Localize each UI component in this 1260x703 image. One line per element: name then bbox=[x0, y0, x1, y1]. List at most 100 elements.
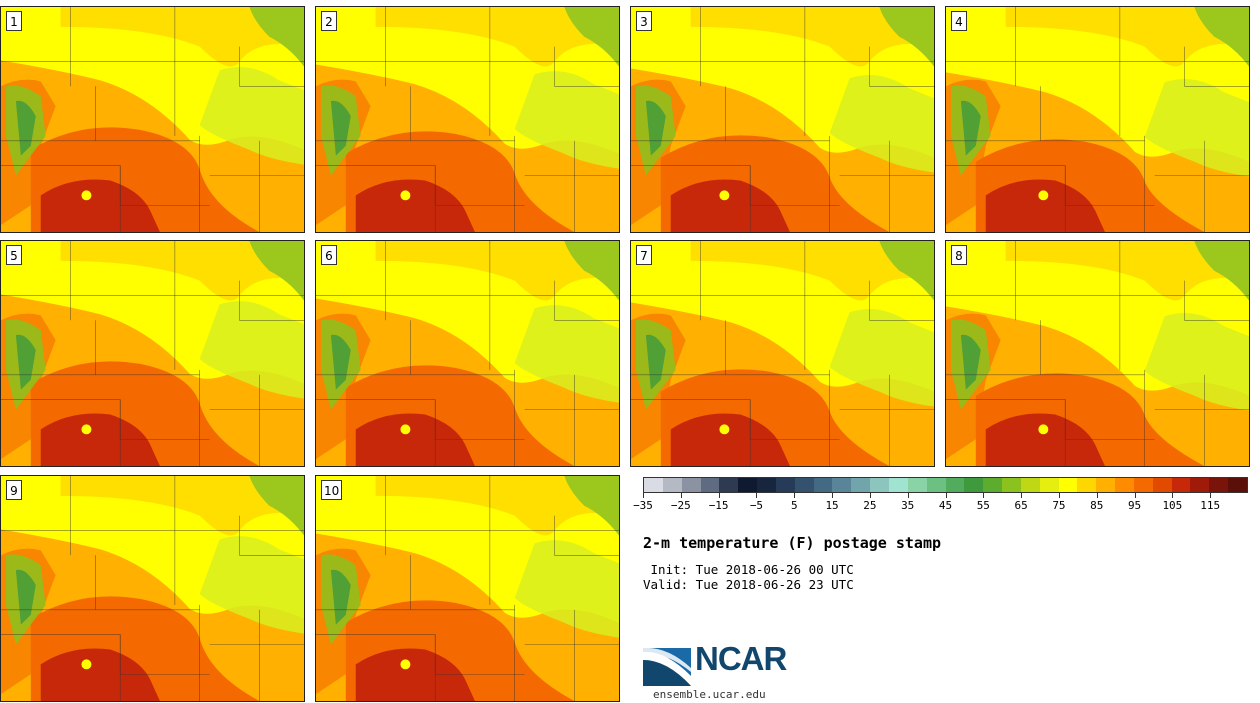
colorbar-tick bbox=[794, 493, 796, 498]
colorbar-swatch bbox=[1020, 478, 1040, 492]
stamp-panel-9: 9 bbox=[0, 475, 305, 702]
colorbar-tick bbox=[1021, 493, 1023, 498]
colorbar-tick-label: 65 bbox=[1014, 499, 1028, 512]
colorbar-swatch bbox=[775, 478, 795, 492]
stamp-panel-2: 2 bbox=[315, 6, 620, 233]
colorbar-tick-label: −35 bbox=[633, 499, 653, 512]
colorbar-tick bbox=[1134, 493, 1136, 498]
stamp-panel-7: 7 bbox=[630, 240, 935, 467]
member-label: 10 bbox=[321, 480, 343, 500]
colorbar-swatch bbox=[1002, 478, 1021, 492]
colorbar-tick bbox=[832, 493, 834, 498]
stamp-panel-3: 3 bbox=[630, 6, 935, 233]
member-label: 7 bbox=[636, 245, 652, 265]
colorbar-swatch bbox=[794, 478, 814, 492]
colorbar-tick bbox=[643, 493, 644, 498]
colorbar-tick-label: 75 bbox=[1052, 499, 1066, 512]
stamp-panel-5: 5 bbox=[0, 240, 305, 467]
colorbar-tick-label: 95 bbox=[1127, 499, 1142, 512]
colorbar-swatch bbox=[644, 478, 663, 492]
member-label: 2 bbox=[321, 11, 337, 31]
stamp-panel-10: 10 bbox=[315, 475, 620, 702]
colorbar-swatch bbox=[1039, 478, 1059, 492]
colorbar-swatch bbox=[1133, 478, 1153, 492]
colorbar-swatch bbox=[738, 478, 758, 492]
colorbar-swatch bbox=[1115, 478, 1134, 492]
colorbar-swatch bbox=[832, 478, 852, 492]
temperature-field bbox=[631, 7, 934, 232]
colorbar-tick bbox=[907, 493, 909, 498]
colorbar-swatch bbox=[870, 478, 889, 492]
colorbar-tick-label: 35 bbox=[901, 499, 915, 512]
colorbar-swatch bbox=[681, 478, 701, 492]
colorbar-swatch bbox=[1152, 478, 1172, 492]
colorbar-swatch bbox=[1096, 478, 1116, 492]
colorbar-swatch bbox=[1190, 478, 1210, 492]
colorbar-swatch bbox=[700, 478, 720, 492]
member-label: 5 bbox=[6, 245, 22, 265]
colorbar-swatch bbox=[1077, 478, 1097, 492]
colorbar-swatch bbox=[945, 478, 965, 492]
colorbar-tick bbox=[718, 493, 720, 498]
colorbar-tick-label: −15 bbox=[708, 499, 729, 512]
colorbar-tick-label: −25 bbox=[670, 499, 691, 512]
colorbar-tick-label: 115 bbox=[1200, 499, 1221, 512]
temperature-field bbox=[316, 476, 619, 701]
temperature-field bbox=[631, 241, 934, 466]
colorbar-swatch bbox=[1209, 478, 1229, 492]
temperature-field bbox=[316, 241, 619, 466]
colorbar-swatch bbox=[757, 478, 776, 492]
colorbar-tick bbox=[1096, 493, 1098, 498]
stamp-panel-6: 6 bbox=[315, 240, 620, 467]
colorbar-tick bbox=[680, 493, 682, 498]
colorbar-tick bbox=[869, 493, 871, 498]
ncar-logo: NCAR bbox=[643, 640, 803, 692]
member-label: 1 bbox=[6, 11, 22, 31]
chart-title: 2-m temperature (F) postage stamp bbox=[643, 534, 942, 552]
temperature-field bbox=[1, 7, 304, 232]
colorbar-swatch bbox=[1228, 478, 1247, 492]
colorbar-swatch bbox=[719, 478, 739, 492]
colorbar-tick-label: 55 bbox=[976, 499, 990, 512]
temperature-field bbox=[1, 476, 304, 701]
temperature-field bbox=[946, 241, 1249, 466]
temperature-colorbar bbox=[643, 477, 1248, 493]
member-label: 9 bbox=[6, 480, 22, 500]
colorbar-tick-label: 25 bbox=[863, 499, 877, 512]
temperature-field bbox=[946, 7, 1249, 232]
colorbar-swatch bbox=[1171, 478, 1191, 492]
colorbar-swatch bbox=[662, 478, 682, 492]
temperature-field bbox=[1, 241, 304, 466]
colorbar-tick bbox=[983, 493, 985, 498]
colorbar-swatch bbox=[907, 478, 927, 492]
stamp-panel-1: 1 bbox=[0, 6, 305, 233]
colorbar-swatch bbox=[1058, 478, 1078, 492]
site-url: ensemble.ucar.edu bbox=[653, 688, 766, 701]
init-time: Init: Tue 2018-06-26 00 UTC bbox=[643, 562, 854, 577]
colorbar-swatch bbox=[851, 478, 871, 492]
colorbar-tick bbox=[1210, 493, 1212, 498]
colorbar-tick-label: 15 bbox=[825, 499, 839, 512]
colorbar-tick-label: 45 bbox=[938, 499, 953, 512]
colorbar-swatch bbox=[964, 478, 984, 492]
colorbar-ticks: −35 −25 −15 −5 5 15 25 35 45 55 65 75 85 95 105 115 bbox=[633, 493, 1248, 515]
valid-time: Valid: Tue 2018-06-26 23 UTC bbox=[643, 577, 854, 592]
member-label: 6 bbox=[321, 245, 337, 265]
colorbar-tick-label: 5 bbox=[790, 499, 798, 512]
colorbar-tick bbox=[1058, 493, 1060, 498]
member-label: 4 bbox=[951, 11, 967, 31]
stamp-panel-4: 4 bbox=[945, 6, 1250, 233]
colorbar-swatch bbox=[888, 478, 908, 492]
colorbar-tick-label: 85 bbox=[1090, 499, 1104, 512]
member-label: 8 bbox=[951, 245, 967, 265]
temperature-field bbox=[316, 7, 619, 232]
colorbar-swatch bbox=[926, 478, 946, 492]
stamp-panel-8: 8 bbox=[945, 240, 1250, 467]
member-label: 3 bbox=[636, 11, 652, 31]
colorbar-swatch bbox=[983, 478, 1003, 492]
colorbar-tick-label: −5 bbox=[749, 499, 764, 512]
colorbar-tick-label: 105 bbox=[1162, 499, 1183, 512]
colorbar-tick bbox=[756, 493, 758, 498]
colorbar-tick bbox=[945, 493, 947, 498]
colorbar-swatch bbox=[813, 478, 833, 492]
